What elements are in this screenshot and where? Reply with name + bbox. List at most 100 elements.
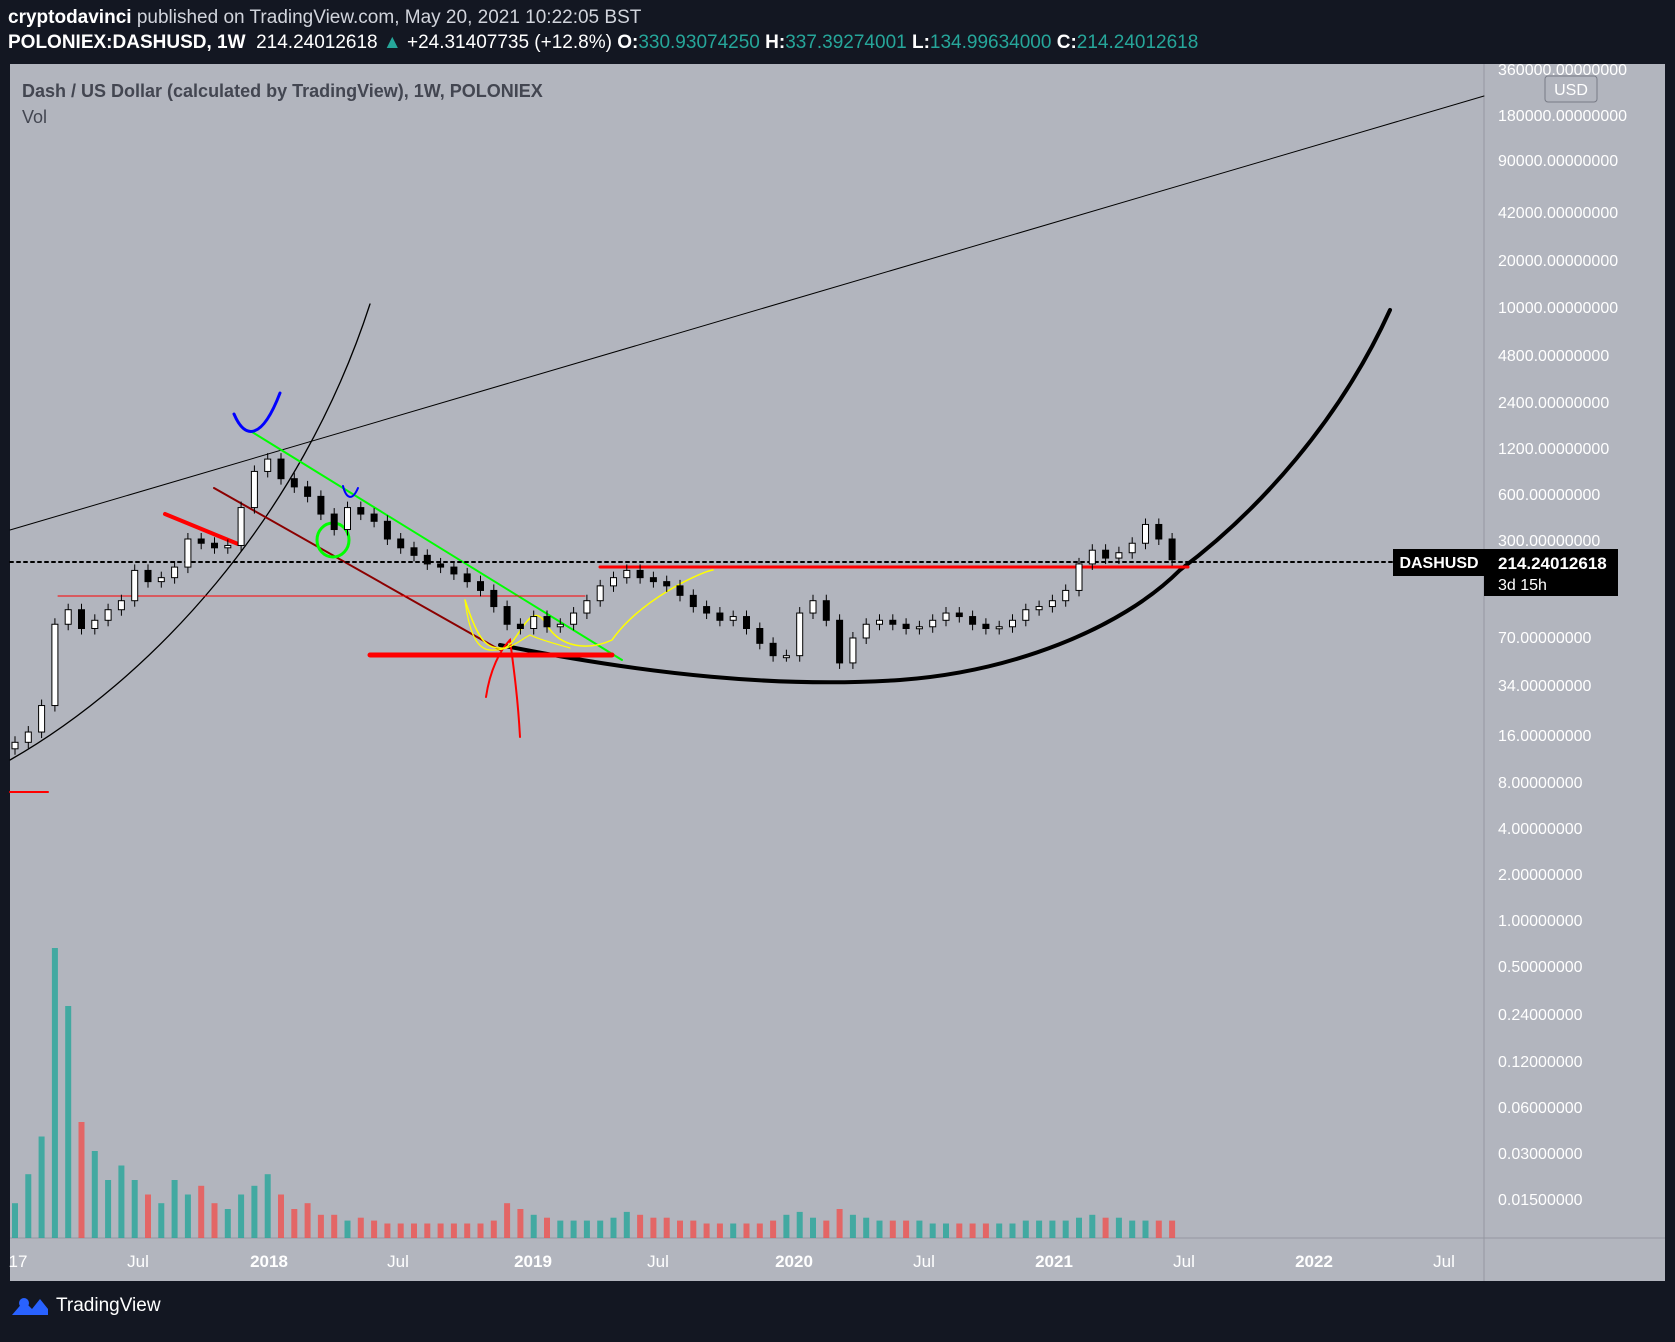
- candle-body: [623, 569, 631, 579]
- volume-bar: [583, 1220, 590, 1238]
- time-tick-label: Jul: [1173, 1252, 1195, 1271]
- candle-body: [24, 731, 32, 743]
- price-tick-label: 0.24000000: [1498, 1007, 1583, 1024]
- time-tick-label: Jul: [387, 1252, 409, 1271]
- candle-body: [51, 623, 59, 707]
- candle-body: [809, 600, 817, 614]
- price-tick-label: 16.00000000: [1498, 728, 1592, 745]
- candle-body: [583, 600, 591, 614]
- author-name[interactable]: cryptodavinci: [8, 7, 132, 28]
- price-tick-label: 0.06000000: [1498, 1100, 1583, 1117]
- time-tick-label: Jul: [913, 1252, 935, 1271]
- parabolic-curve: [498, 308, 1392, 685]
- volume-bar: [1049, 1220, 1056, 1238]
- price-axis-background: [1484, 64, 1665, 1238]
- candle-body: [237, 507, 245, 546]
- volume-bar: [770, 1220, 777, 1238]
- volume-bar: [437, 1223, 444, 1238]
- volume-bar: [969, 1223, 976, 1238]
- price-tick-label: 0.12000000: [1498, 1054, 1583, 1071]
- volume-bar: [1089, 1214, 1096, 1238]
- candle-body: [104, 609, 112, 621]
- candle-body: [516, 623, 524, 630]
- candle-body: [530, 616, 538, 630]
- tradingview-logo-icon[interactable]: [10, 1295, 50, 1317]
- candle-body: [769, 642, 777, 657]
- high-label: H:: [765, 32, 786, 53]
- volume-bar: [982, 1223, 989, 1238]
- price-tick-label: 0.01500000: [1498, 1192, 1583, 1209]
- volume-bar: [504, 1203, 511, 1238]
- volume-bar: [371, 1220, 378, 1238]
- candle-body: [1088, 549, 1096, 565]
- price-tick-label: 34.00000000: [1498, 678, 1592, 695]
- volume-bar: [224, 1209, 231, 1238]
- volume-bar: [1169, 1220, 1176, 1238]
- volume-bar: [623, 1211, 630, 1238]
- price-tick-label: 90000.00000000: [1498, 153, 1618, 170]
- candle-body: [144, 569, 152, 583]
- volume-bar: [78, 1122, 85, 1238]
- candle-body: [876, 619, 883, 625]
- candle-body: [490, 589, 498, 608]
- candle-body: [942, 612, 950, 621]
- volume-bar: [25, 1174, 32, 1238]
- candle-body: [264, 458, 272, 472]
- time-tick-label: 2019: [514, 1252, 552, 1271]
- currency-label[interactable]: USD: [1554, 82, 1588, 99]
- volume-bar: [557, 1220, 564, 1238]
- plot-background: [10, 64, 1484, 1238]
- price-tick-label: 70.00000000: [1498, 630, 1592, 647]
- volume-bar: [1036, 1220, 1043, 1238]
- open-value: 330.93074250: [638, 32, 760, 53]
- candle-body: [556, 623, 564, 628]
- time-axis-background: [10, 1238, 1665, 1281]
- candle-body: [836, 619, 844, 664]
- price-tick-label: 10000.00000000: [1498, 300, 1618, 317]
- candle-body: [782, 655, 790, 659]
- candle-body: [995, 626, 1003, 630]
- time-tick-label: 17: [9, 1252, 28, 1271]
- price-tick-label: 180000.00000000: [1498, 108, 1627, 125]
- volume-bar: [1115, 1217, 1122, 1238]
- candle-body: [370, 513, 378, 522]
- candle-body: [131, 569, 139, 602]
- volume-bar: [703, 1223, 710, 1238]
- candle-body: [862, 623, 870, 639]
- candle-body: [570, 612, 578, 625]
- volume-bar: [1022, 1220, 1029, 1238]
- volume-bar: [105, 1180, 112, 1238]
- last-price: 214.24012618: [256, 32, 378, 53]
- chart-title: Dash / US Dollar (calculated by TradingV…: [22, 81, 543, 101]
- price-tick-label: 1.00000000: [1498, 913, 1583, 930]
- candle-body: [955, 612, 963, 618]
- volume-bar: [690, 1220, 697, 1238]
- candle-body: [250, 470, 258, 509]
- currency-badge[interactable]: [1544, 75, 1598, 103]
- publish-info: published on TradingView.com, May 20, 20…: [136, 7, 642, 28]
- symbol-tag-bg: [1393, 549, 1485, 576]
- red-hand-mark: [485, 637, 521, 738]
- candle-body: [477, 581, 484, 591]
- candle-body: [649, 577, 657, 583]
- countdown-tag: 3d 15h: [1498, 577, 1547, 594]
- volume-bar: [264, 1174, 271, 1238]
- volume-bar: [118, 1165, 125, 1238]
- volume-bar: [1076, 1217, 1082, 1238]
- red-resistance-line: [163, 512, 240, 546]
- volume-bar: [756, 1223, 763, 1238]
- price-tick-label: 600.00000000: [1498, 487, 1600, 504]
- candle-body: [543, 616, 551, 628]
- volume-bar: [1142, 1220, 1149, 1238]
- price-tick-label: 4.00000000: [1498, 821, 1583, 838]
- yellow-curve-2: [464, 599, 571, 651]
- footer-brand[interactable]: TradingView: [56, 1295, 161, 1316]
- candle-body: [822, 600, 830, 621]
- candle-body: [78, 609, 85, 630]
- volume-bar: [490, 1220, 497, 1238]
- symbol-name: POLONIEX:DASHUSD, 1W: [8, 32, 246, 53]
- candle-body: [423, 554, 431, 565]
- volume-bar: [278, 1194, 284, 1238]
